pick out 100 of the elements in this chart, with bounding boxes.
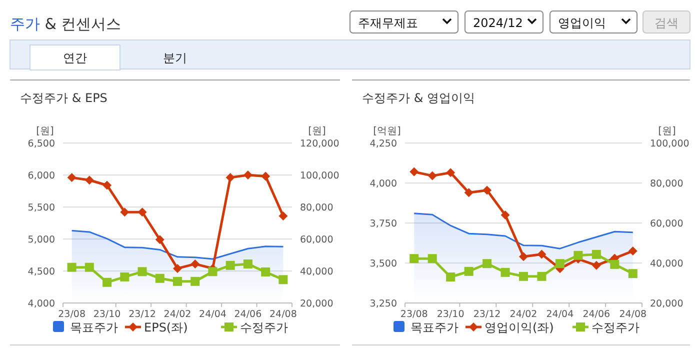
point [173, 264, 182, 273]
y2-tick-label: 20,000 [650, 298, 684, 310]
x-tick-label: 24/08 [619, 309, 647, 320]
y2-tick-label: 120,000 [300, 138, 340, 150]
y2-axis-title: [원] [308, 126, 326, 137]
x-tick-label: 23/08 [58, 309, 86, 320]
point [628, 269, 638, 278]
legend-label: 목표주가 [410, 320, 458, 334]
point [120, 272, 130, 282]
x-tick-label: 24/08 [269, 309, 297, 320]
point [138, 208, 147, 217]
y2-tick-label: 80,000 [650, 178, 684, 190]
legend-label: 수정주가 [240, 320, 288, 334]
point [208, 267, 218, 276]
point [519, 272, 528, 281]
point [173, 276, 182, 286]
point [243, 170, 252, 180]
point [555, 259, 564, 268]
y-tick-label: 6,500 [28, 138, 55, 150]
text: 검색 [654, 16, 678, 30]
point [67, 173, 76, 182]
y-tick-label: 4,500 [28, 266, 55, 278]
y2-tick-label: 100,000 [300, 170, 340, 182]
point [278, 275, 288, 284]
y-tick-label: 3,750 [370, 218, 397, 230]
y2-tick-label: 80,000 [300, 202, 334, 214]
point [464, 266, 474, 276]
point [155, 274, 164, 283]
y-tick-label: 6,000 [28, 170, 55, 182]
y-tick-label: 4,000 [370, 178, 397, 190]
point [592, 250, 601, 259]
x-tick-label: 23/10 [436, 309, 464, 320]
point [446, 272, 456, 282]
point [278, 211, 288, 220]
point [610, 260, 620, 269]
text: 2024/12 [473, 16, 523, 30]
point [102, 278, 112, 287]
point [574, 250, 583, 260]
legend-label: 목표주가 [70, 320, 118, 334]
x-tick-label: 24/02 [164, 309, 192, 320]
y2-tick-label: 20,000 [300, 298, 334, 310]
x-tick-label: 23/10 [93, 309, 121, 320]
text: 영업이익 [558, 16, 606, 30]
y2-axis-title: [원] [658, 126, 676, 137]
y2-tick-label: 40,000 [650, 258, 684, 270]
point [592, 260, 601, 270]
point [261, 267, 270, 276]
point [628, 246, 638, 256]
text: 주가 & 컨센서스 [10, 15, 122, 33]
x-tick-label: 24/02 [510, 309, 538, 320]
point [120, 208, 130, 217]
point [243, 259, 252, 268]
point [155, 235, 164, 244]
point [464, 188, 474, 198]
y2-tick-label: 60,000 [650, 218, 684, 230]
point [102, 180, 112, 190]
point [190, 276, 200, 286]
point [226, 173, 235, 182]
point [482, 186, 492, 195]
point [537, 250, 546, 259]
point [84, 176, 94, 185]
x-tick-label: 23/12 [128, 309, 156, 320]
point [410, 254, 419, 264]
y-tick-label: 4,000 [28, 298, 55, 310]
point [410, 167, 419, 176]
x-tick-label: 24/04 [546, 309, 574, 320]
y2-tick-label: 100,000 [650, 138, 690, 150]
point [226, 260, 235, 270]
point [190, 259, 200, 268]
x-tick-label: 24/06 [234, 309, 262, 320]
x-tick-label: 24/06 [582, 309, 610, 320]
chart-title: 수정주가 & EPS [20, 91, 108, 105]
y-tick-label: 4,250 [370, 138, 397, 150]
y-tick-label: 3,500 [370, 258, 397, 270]
y2-tick-label: 40,000 [300, 266, 334, 278]
legend-label: 영업이익(좌) [484, 320, 554, 334]
point [519, 252, 528, 262]
point [500, 210, 510, 220]
chart-title: 수정주가 & 영업이익 [362, 91, 475, 105]
text: 주재무제표 [358, 16, 418, 30]
point [446, 168, 456, 178]
text: 분기 [163, 51, 187, 65]
point [138, 267, 147, 276]
y-tick-label: 5,500 [28, 202, 55, 214]
x-tick-label: 24/04 [199, 309, 226, 320]
legend-label: EPS(좌) [144, 320, 188, 334]
point [67, 262, 76, 272]
y2-tick-label: 60,000 [300, 234, 334, 246]
point [428, 171, 437, 180]
point [428, 254, 437, 264]
x-tick-label: 23/12 [473, 309, 501, 320]
y-tick-label: 5,000 [28, 234, 55, 246]
x-tick-label: 23/08 [400, 309, 428, 320]
point [261, 172, 270, 181]
y-tick-label: 3,250 [370, 298, 397, 310]
y-axis-title: [원] [36, 126, 54, 137]
point [482, 259, 492, 268]
point [537, 272, 546, 281]
legend-label: 수정주가 [592, 320, 640, 334]
y-axis-title: [억원] [373, 126, 401, 137]
